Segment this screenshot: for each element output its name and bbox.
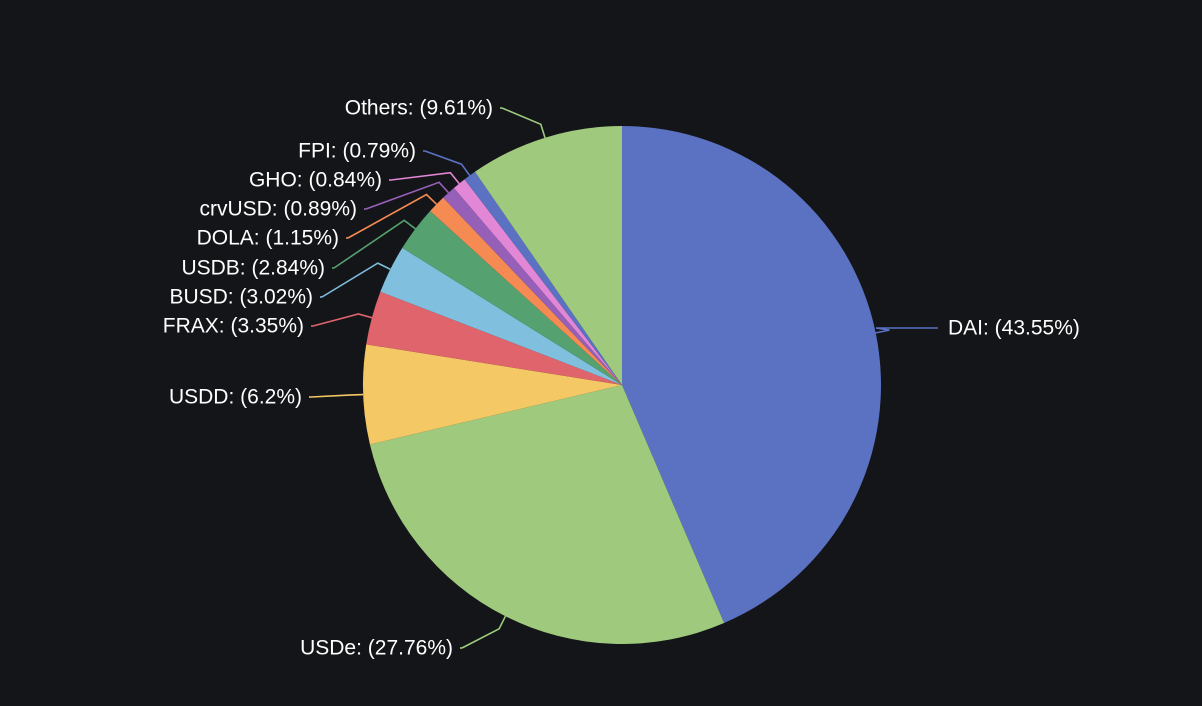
pie-slice-crvusd[interactable] [443, 187, 622, 385]
pie-slice-busd[interactable] [380, 247, 622, 385]
leader-line-gho [390, 171, 460, 185]
pie-slice-usdb[interactable] [402, 211, 622, 385]
pie-slice-gho[interactable] [453, 179, 622, 385]
pie-slices [362, 126, 881, 644]
leader-line-fpi [424, 150, 471, 176]
data-label-busd: BUSD: (3.02%) [169, 286, 313, 309]
pie-slice-frax[interactable] [366, 291, 622, 385]
data-label-fpi: FPI: (0.79%) [298, 140, 416, 163]
data-label-dai: DAI: (43.55%) [948, 317, 1080, 340]
data-label-dola: DOLA: (1.15%) [197, 227, 339, 250]
pie-slice-usdd[interactable] [362, 344, 622, 445]
data-label-frax: FRAX: (3.35%) [163, 315, 304, 338]
leader-line-busd [321, 262, 391, 298]
pie-slice-usde[interactable] [369, 385, 725, 644]
leader-line-usdb [333, 219, 416, 269]
data-label-others: Others: (9.61%) [345, 97, 493, 120]
leader-line-frax [312, 313, 373, 327]
pie-leader-lines [309, 107, 938, 649]
pie-labels: DAI: (43.55%) USDe: (27.76%) USDD: (6.2%) F… [163, 97, 1080, 660]
pie-slice-others[interactable] [474, 126, 622, 385]
leader-line-others [501, 107, 546, 138]
pie-slice-fpi[interactable] [464, 171, 622, 385]
data-label-gho: GHO: (0.84%) [249, 169, 382, 192]
data-label-usdd: USDD: (6.2%) [169, 386, 302, 409]
leader-line-dola [347, 193, 438, 239]
data-label-usde: USDe: (27.76%) [300, 637, 453, 660]
pie-slice-dola[interactable] [430, 197, 622, 385]
data-label-usdb: USDB: (2.84%) [181, 257, 325, 280]
leader-line-usdd [310, 393, 364, 398]
data-label-crvusd: crvUSD: (0.89%) [199, 198, 357, 221]
leader-line-crvusd [365, 181, 450, 210]
leader-line-usde [461, 615, 507, 649]
pie-slice-dai[interactable] [622, 126, 881, 624]
